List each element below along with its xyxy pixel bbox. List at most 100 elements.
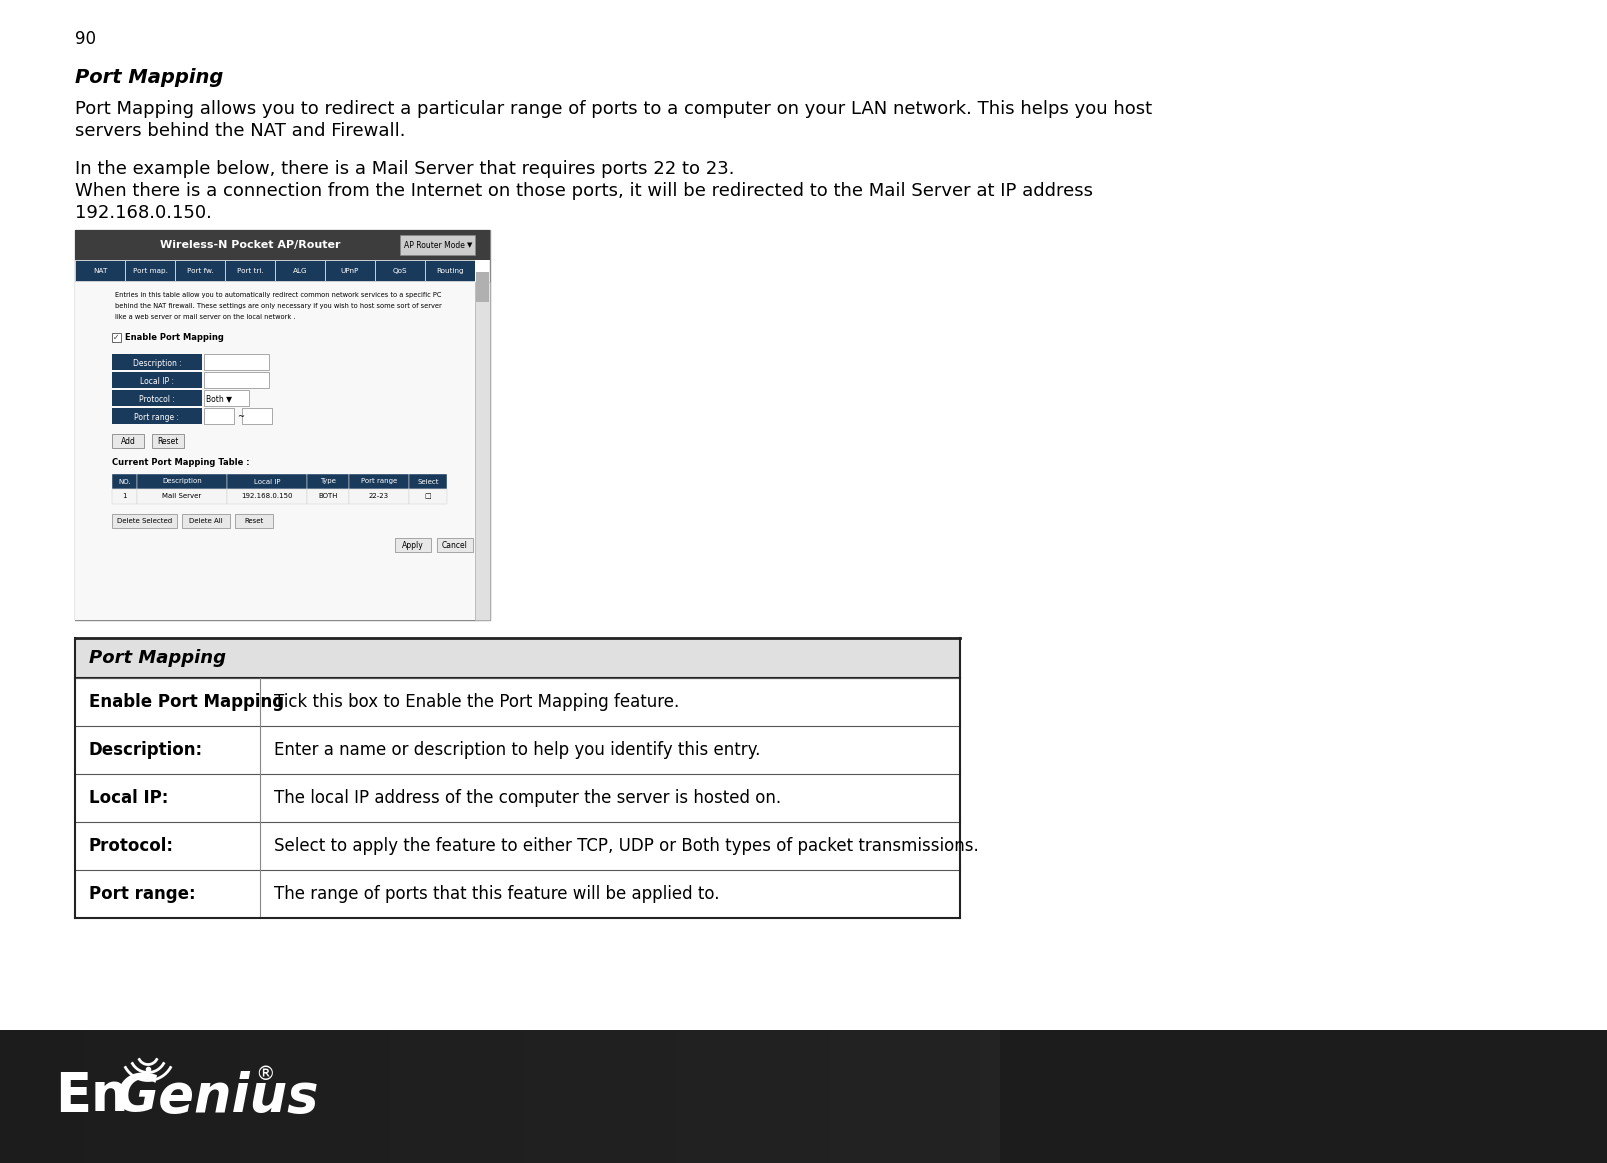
Bar: [135, 1030, 140, 1163]
Bar: [104, 1030, 109, 1163]
Bar: [211, 1030, 215, 1163]
Bar: [0, 1030, 1607, 1163]
Text: Port range: Port range: [362, 478, 397, 485]
Bar: [137, 475, 227, 488]
Bar: [530, 1030, 535, 1163]
Bar: [500, 1030, 505, 1163]
Bar: [59, 1030, 64, 1163]
Bar: [137, 488, 227, 504]
Bar: [431, 1030, 435, 1163]
Text: Select: Select: [418, 478, 439, 485]
Text: Local IP :: Local IP :: [140, 377, 174, 385]
Bar: [256, 1030, 260, 1163]
Bar: [386, 1030, 391, 1163]
Bar: [370, 1030, 374, 1163]
Bar: [76, 638, 959, 678]
Bar: [940, 1030, 945, 1163]
Bar: [307, 488, 349, 504]
Bar: [620, 1030, 625, 1163]
Bar: [76, 230, 490, 620]
Bar: [705, 1030, 710, 1163]
Text: Enable Port Mapping: Enable Port Mapping: [125, 333, 223, 342]
Bar: [225, 261, 275, 281]
Bar: [270, 1030, 275, 1163]
Text: ~: ~: [236, 413, 244, 421]
Bar: [689, 1030, 694, 1163]
Bar: [824, 1030, 829, 1163]
Bar: [220, 1030, 225, 1163]
Bar: [495, 1030, 500, 1163]
Bar: [656, 1030, 660, 1163]
Bar: [235, 514, 273, 528]
Bar: [424, 1030, 431, 1163]
Bar: [869, 1030, 874, 1163]
Bar: [450, 1030, 455, 1163]
Text: Tick this box to Enable the Port Mapping feature.: Tick this box to Enable the Port Mapping…: [275, 693, 680, 711]
Bar: [855, 1030, 860, 1163]
Bar: [76, 1030, 80, 1163]
Bar: [680, 1030, 685, 1163]
Text: Reset: Reset: [244, 518, 264, 525]
Bar: [329, 1030, 334, 1163]
Bar: [341, 1030, 346, 1163]
Bar: [125, 261, 175, 281]
Bar: [559, 1030, 566, 1163]
Bar: [199, 1030, 206, 1163]
Text: Port Mapping allows you to redirect a particular range of ports to a computer on: Port Mapping allows you to redirect a pa…: [76, 100, 1152, 117]
Bar: [750, 1030, 755, 1163]
Bar: [885, 1030, 890, 1163]
Bar: [349, 475, 410, 488]
Text: 1: 1: [122, 493, 127, 499]
Bar: [125, 1030, 130, 1163]
Bar: [800, 1030, 805, 1163]
Text: Entries in this table allow you to automatically redirect common network service: Entries in this table allow you to autom…: [116, 292, 442, 298]
Bar: [112, 372, 202, 388]
Bar: [112, 408, 202, 424]
Bar: [204, 390, 249, 406]
Bar: [40, 1030, 45, 1163]
Text: 192.168.0.150.: 192.168.0.150.: [76, 204, 212, 222]
Bar: [10, 1030, 14, 1163]
Bar: [905, 1030, 910, 1163]
Bar: [505, 1030, 509, 1163]
Bar: [660, 1030, 665, 1163]
Bar: [230, 1030, 235, 1163]
Bar: [900, 1030, 905, 1163]
Bar: [334, 1030, 341, 1163]
Bar: [31, 1030, 35, 1163]
Bar: [35, 1030, 40, 1163]
Bar: [435, 1030, 440, 1163]
Bar: [805, 1030, 810, 1163]
Text: QoS: QoS: [392, 267, 407, 274]
Bar: [910, 1030, 914, 1163]
Bar: [379, 1030, 386, 1163]
Bar: [365, 1030, 370, 1163]
Text: NO.: NO.: [119, 478, 130, 485]
Bar: [765, 1030, 770, 1163]
Bar: [599, 1030, 604, 1163]
Text: Port map.: Port map.: [132, 267, 167, 274]
Bar: [50, 1030, 55, 1163]
Text: NAT: NAT: [93, 267, 108, 274]
Bar: [535, 1030, 540, 1163]
Bar: [410, 475, 447, 488]
Bar: [480, 1030, 485, 1163]
Bar: [116, 1030, 121, 1163]
Text: In the example below, there is a Mail Server that requires ports 22 to 23.: In the example below, there is a Mail Se…: [76, 160, 734, 178]
Bar: [440, 1030, 445, 1163]
Bar: [0, 1030, 5, 1163]
Bar: [455, 1030, 460, 1163]
Bar: [280, 1030, 284, 1163]
Bar: [410, 488, 447, 504]
Bar: [469, 1030, 476, 1163]
Bar: [840, 1030, 845, 1163]
Bar: [145, 1030, 149, 1163]
Text: En: En: [55, 1070, 129, 1122]
Bar: [121, 1030, 125, 1163]
Bar: [243, 408, 272, 424]
Bar: [930, 1030, 935, 1163]
Bar: [391, 1030, 395, 1163]
Bar: [755, 1030, 760, 1163]
Bar: [945, 1030, 950, 1163]
Bar: [100, 1030, 104, 1163]
